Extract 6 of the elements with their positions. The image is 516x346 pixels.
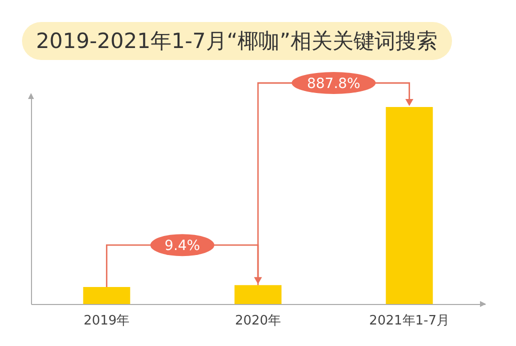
x-tick-label: 2020年 (234, 314, 282, 328)
chart-title: 2019-2021年1-7月“椰咖”相关关键词搜索 (22, 22, 452, 60)
x-tick-label: 2021年1-7月 (369, 314, 450, 328)
x-tick-label: 2019年 (84, 314, 130, 328)
text: 887.8% (306, 76, 360, 92)
annotation: 9.4% (164, 238, 200, 254)
